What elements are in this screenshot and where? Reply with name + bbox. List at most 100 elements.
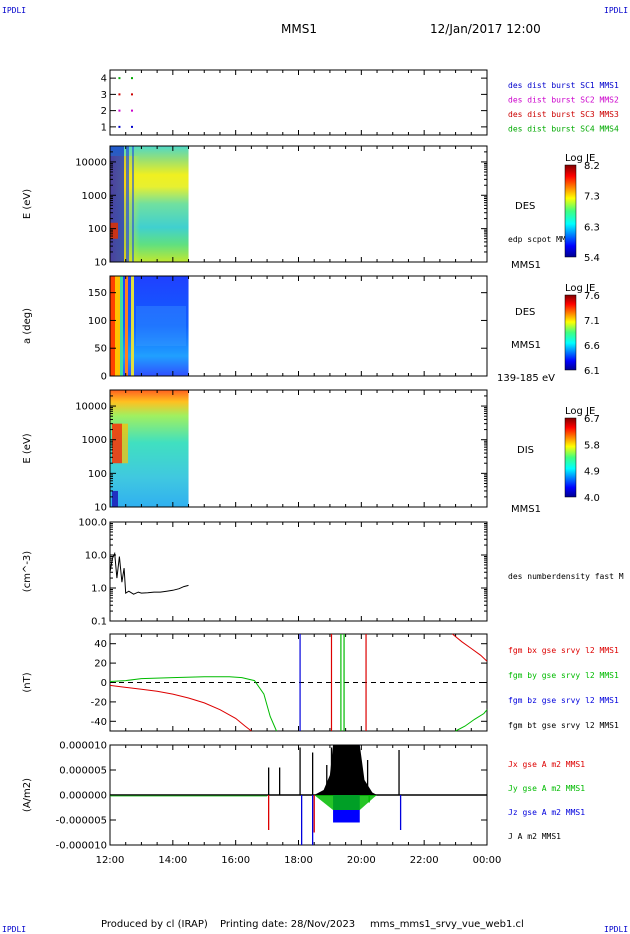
pitch-green-band: [120, 276, 123, 376]
field-line: [109, 676, 277, 732]
footer-print-date: Printing date: 28/Nov/2023: [220, 919, 356, 930]
corner-label-top-right: IPDLI: [604, 6, 629, 15]
field-line: [452, 633, 488, 662]
corner-label-bottom-left: IPDLI: [2, 925, 27, 934]
spacecraft-label: MMS1: [511, 340, 541, 351]
y-tick-label: 1: [101, 122, 107, 133]
dis-blue-base: [112, 490, 118, 507]
y-tick-label: 10: [94, 503, 107, 514]
colorbar-tick-label: 5.8: [584, 440, 600, 451]
y-tick-label: 0.000000: [59, 791, 107, 802]
y-tick-label: 0: [101, 372, 107, 383]
y-tick-label: 4: [101, 74, 107, 85]
field-line: [109, 684, 252, 732]
burst-point: [130, 109, 133, 112]
energy-range-label: 139-185 eV: [497, 373, 555, 384]
y-tick-label: 1000: [82, 191, 107, 202]
colorbar-label: Log JE: [565, 153, 595, 164]
y-axis-label: (A/m2): [22, 778, 33, 812]
y-tick-label: 100: [88, 469, 107, 480]
y-axis-label: E (eV): [22, 433, 33, 463]
colorbar-tick-label: 5.4: [584, 253, 600, 264]
x-tick-label: 20:00: [347, 855, 376, 866]
y-axis-label: E (eV): [22, 189, 33, 219]
corner-label-bottom-right: IPDLI: [604, 925, 629, 934]
y-tick-label: 100: [88, 224, 107, 235]
colorbar-label: Log JE: [565, 406, 595, 417]
x-tick-label: 22:00: [410, 855, 439, 866]
y-tick-label: 1.0: [91, 584, 107, 595]
y-tick-label: -0.000010: [56, 841, 107, 852]
spacecraft-label: MMS1: [511, 504, 541, 515]
y-tick-label: 0.000010: [59, 741, 107, 752]
legend-entry: des dist burst SC4 MMS4: [508, 125, 619, 134]
field-line: [455, 709, 488, 732]
colorbar-tick-label: 6.6: [584, 341, 600, 352]
legend-entry: des dist burst SC2 MMS2: [508, 96, 619, 105]
x-tick-label: 00:00: [473, 855, 502, 866]
x-tick-label: 14:00: [158, 855, 187, 866]
burst-point: [118, 109, 121, 112]
colorbar-2: [564, 294, 577, 371]
spectrogram-dark-stripe: [126, 146, 129, 262]
plot-date: 12/Jan/2017 12:00: [430, 22, 541, 36]
pitch-orange-stripe: [125, 276, 128, 376]
footer-filename: mms_mms1_srvy_vue_web1.cl: [370, 919, 524, 930]
instrument-label: DIS: [517, 445, 534, 456]
y-tick-label: -0.000005: [56, 816, 107, 827]
pitch-yellow-band: [115, 276, 120, 376]
dis-red-core: [112, 423, 122, 464]
y-tick-label: 0.000005: [59, 766, 107, 777]
legend-entry: fgm bx gse srvy l2 MMS1: [508, 646, 619, 655]
y-tick-label: 0: [101, 678, 107, 689]
y-tick-label: 100.0: [78, 518, 107, 529]
burst-point: [118, 93, 121, 96]
instrument-label: DES: [515, 201, 535, 212]
y-tick-label: 150: [88, 288, 107, 299]
y-axis-label: (nT): [22, 672, 33, 692]
y-tick-label: 100: [88, 316, 107, 327]
y-tick-label: -40: [91, 717, 107, 728]
y-axis-label: (cm^-3): [22, 551, 33, 592]
burst-point: [130, 77, 133, 80]
y-tick-label: 3: [101, 90, 107, 101]
y-tick-label: 20: [94, 659, 107, 670]
instrument-label: DES: [515, 307, 535, 318]
legend-entry: fgm bz gse srvy l2 MMS1: [508, 696, 619, 705]
y-tick-label: 50: [94, 344, 107, 355]
colorbar-3: [564, 417, 577, 498]
colorbar-tick-label: 4.0: [584, 493, 600, 504]
colorbar-tick-label: 4.9: [584, 467, 600, 478]
y-tick-label: 2: [101, 106, 107, 117]
dis-yellow-core: [122, 423, 128, 464]
current-envelope-jy: [314, 795, 378, 810]
x-tick-label: 12:00: [96, 855, 125, 866]
legend-entry: fgm by gse srvy l2 MMS1: [508, 671, 619, 680]
x-tick-label: 16:00: [221, 855, 250, 866]
legend-entry: fgm bt gse srvy l2 MMS1: [508, 721, 619, 730]
legend-entry: Jx gse A m2 MMS1: [508, 760, 585, 769]
pitch-red-band: [110, 276, 115, 376]
y-tick-label: 10.0: [85, 551, 107, 562]
legend-entry: J A m2 MMS1: [508, 832, 561, 841]
y-tick-label: 10000: [75, 402, 107, 413]
legend-entry: des dist burst SC1 MMS1: [508, 81, 619, 90]
y-tick-label: 0.1: [91, 617, 107, 628]
burst-point: [130, 125, 133, 128]
legend-entry: Jz gse A m2 MMS1: [508, 808, 585, 817]
legend-entry: Jy gse A m2 MMS1: [508, 784, 585, 793]
footer-producer: Produced by cl (IRAP): [101, 919, 208, 930]
y-tick-label: -20: [91, 697, 107, 708]
panel-frame-0: [109, 69, 488, 136]
y-tick-label: 10000: [75, 157, 107, 168]
pitch-cyan-patch: [136, 306, 186, 346]
spectrogram-2: [110, 276, 189, 376]
spectrogram-dark-stripe: [132, 146, 134, 262]
colorbar-tick-label: 6.1: [584, 366, 600, 377]
burst-point: [118, 77, 121, 80]
y-axis-label: a (deg): [22, 308, 33, 344]
colorbar-1: [564, 164, 577, 258]
y-tick-label: 10: [94, 258, 107, 269]
panel-frame-4: [109, 521, 488, 622]
